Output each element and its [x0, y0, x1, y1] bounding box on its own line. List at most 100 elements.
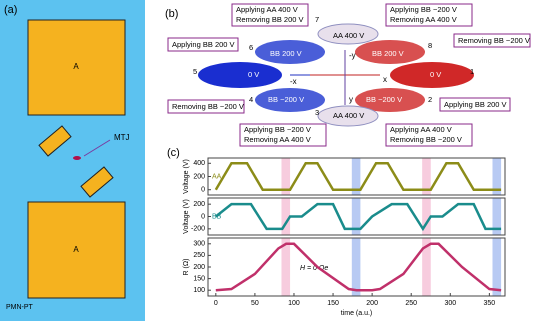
y-axis-label: Voltage (V) — [183, 199, 190, 234]
y-tick-label: 100 — [193, 287, 205, 294]
highlight-band — [492, 198, 502, 235]
state-label: BB 200 V — [270, 49, 302, 58]
mtj-label: MTJ — [114, 133, 130, 142]
step-box — [231, 3, 309, 27]
step-box — [167, 37, 239, 52]
state-label: BB −200 V — [366, 95, 402, 104]
y-tick-label: 200 — [193, 264, 205, 271]
step-text: Applying BB 200 V — [444, 100, 507, 109]
state-number: 1 — [470, 67, 474, 76]
state-label: 0 V — [248, 70, 259, 79]
series-label: AA — [212, 173, 222, 180]
pad — [27, 19, 126, 116]
highlight-band — [281, 198, 291, 235]
step-text: Removing BB −200 V — [458, 36, 530, 45]
y-tick-label: 0 — [201, 213, 205, 220]
arrow — [83, 139, 111, 157]
x-tick-label: 50 — [251, 300, 259, 307]
step-box — [453, 33, 531, 48]
step-text: Removing AA 400 V — [244, 135, 311, 144]
step-text: Applying BB −200 V — [244, 125, 311, 134]
highlight-band — [281, 238, 291, 296]
state-number: 5 — [193, 67, 197, 76]
step-text: Removing AA 400 V — [390, 15, 457, 24]
step-text: Applying BB 200 V — [172, 40, 235, 49]
highlight-band — [422, 158, 431, 195]
highlight-band — [492, 238, 502, 296]
step-box — [439, 97, 511, 112]
state-number: 2 — [428, 95, 432, 104]
highlight-band — [422, 238, 431, 296]
series-label: BB — [212, 213, 222, 220]
axis-label: -y — [349, 51, 356, 60]
highlight-band — [351, 238, 361, 296]
pad-label: A — [73, 245, 79, 254]
electrode — [80, 166, 114, 198]
series-line — [214, 162, 502, 191]
x-tick-label: 150 — [327, 300, 339, 307]
electrode — [38, 125, 72, 157]
step-text: Applying AA 400 V — [390, 125, 452, 134]
step-box — [385, 3, 473, 27]
state-label: 0 V — [430, 70, 441, 79]
step-box — [385, 123, 473, 147]
step-text: Applying AA 400 V — [236, 5, 298, 14]
state — [255, 88, 325, 112]
x-tick-label: 0 — [214, 300, 218, 307]
step-text: Applying BB −200 V — [390, 5, 457, 14]
y-tick-label: -200 — [191, 226, 205, 233]
step-text: Removing BB −200 V — [172, 102, 244, 111]
axis-label: y — [349, 95, 353, 104]
pad-label: A — [73, 62, 79, 71]
state — [198, 62, 282, 88]
annotation: H = 0 Oe — [300, 265, 328, 272]
state — [390, 62, 474, 88]
axis-label: -x — [290, 77, 297, 86]
state-number: 8 — [428, 41, 432, 50]
y-tick-label: 200 — [193, 173, 205, 180]
highlight-band — [351, 198, 361, 235]
y-axis-label: Voltage (V) — [183, 159, 190, 194]
state — [355, 40, 425, 64]
state — [317, 23, 379, 45]
x-axis-label: time (a.u.) — [341, 310, 373, 317]
x-tick-label: 100 — [288, 300, 300, 307]
highlight-band — [492, 158, 502, 195]
state-number: 6 — [249, 43, 253, 52]
mtj — [73, 156, 81, 160]
state-number: 7 — [315, 15, 319, 24]
state — [317, 105, 379, 127]
x-tick-label: 350 — [484, 300, 496, 307]
substrate-label: PMN-PT — [6, 304, 34, 311]
state-label: BB 200 V — [372, 49, 404, 58]
highlight-band — [422, 198, 431, 235]
panel-label: (a) — [4, 4, 17, 16]
state — [355, 88, 425, 112]
series-line — [215, 202, 502, 232]
panel-label: (c) — [167, 147, 180, 159]
y-tick-label: 250 — [193, 252, 205, 259]
highlight-band — [281, 158, 291, 195]
x-tick-label: 250 — [405, 300, 417, 307]
y-tick-label: 300 — [193, 241, 205, 248]
state-number: 3 — [315, 108, 319, 117]
y-tick-label: 150 — [193, 275, 205, 282]
x-tick-label: 300 — [444, 300, 456, 307]
step-box — [239, 123, 327, 147]
state-number: 4 — [249, 95, 253, 104]
y-tick-label: 400 — [193, 160, 205, 167]
y-tick-label: 200 — [193, 201, 205, 208]
step-box — [167, 99, 245, 114]
panel-label: (b) — [165, 8, 178, 20]
y-axis-label: R (Ω) — [183, 259, 190, 276]
step-text: Removing BB −200 V — [390, 135, 462, 144]
series-line — [215, 242, 502, 292]
state-label: AA 400 V — [333, 31, 364, 40]
state-label: BB −200 V — [268, 95, 304, 104]
y-tick-label: 0 — [201, 187, 205, 194]
state — [255, 40, 325, 64]
pad — [27, 201, 126, 299]
x-tick-label: 200 — [366, 300, 378, 307]
axis-label: x — [383, 75, 387, 84]
